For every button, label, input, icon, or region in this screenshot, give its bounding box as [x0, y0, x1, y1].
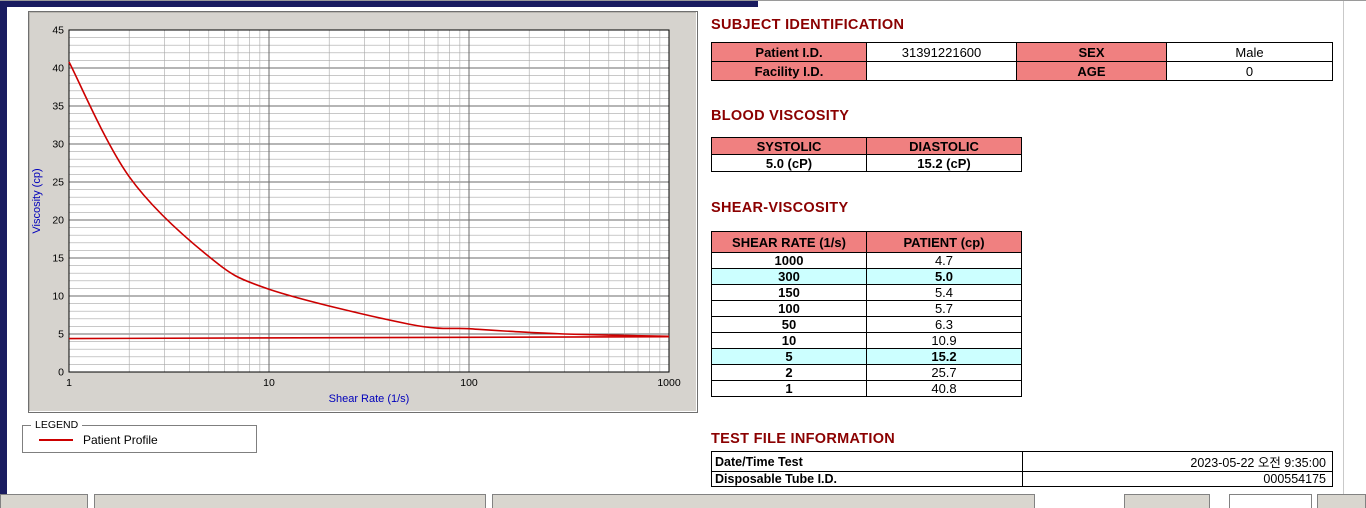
svg-text:5: 5	[58, 329, 64, 341]
age-label: AGE	[1016, 61, 1167, 81]
legend-entry-label: Patient Profile	[83, 433, 158, 447]
test-file-information-table: Date/Time Test 2023-05-22 오전 9:35:00 Dis…	[711, 451, 1333, 487]
cropped-bottom-control[interactable]	[94, 494, 486, 508]
info-panel: SUBJECT IDENTIFICATION Patient I.D. 3139…	[711, 1, 1341, 508]
facility-id-value	[866, 61, 1017, 81]
systolic-header: SYSTOLIC	[711, 137, 867, 155]
patient-viscosity-cell: 6.3	[866, 316, 1022, 333]
sex-value: Male	[1166, 42, 1333, 62]
age-value: 0	[1166, 61, 1333, 81]
svg-text:1000: 1000	[657, 377, 681, 389]
cropped-bottom-control[interactable]	[492, 494, 1035, 508]
svg-text:30: 30	[52, 139, 64, 151]
shear-viscosity-row: 150 5.4	[711, 284, 1022, 301]
shear-rate-cell: 10	[711, 332, 867, 349]
systolic-value: 5.0 (cP)	[711, 154, 867, 172]
subject-row: Patient I.D. 31391221600 SEX Male	[711, 42, 1333, 62]
patient-viscosity-cell: 40.8	[866, 380, 1022, 397]
date-time-test-label: Date/Time Test	[711, 451, 1023, 472]
diastolic-value: 15.2 (cP)	[866, 154, 1022, 172]
blood-viscosity-title: BLOOD VISCOSITY	[711, 108, 850, 124]
sex-label: SEX	[1016, 42, 1167, 62]
viscosity-chart-panel: 0 5 10 15 20 25 30 35 40 45 1 10 100 1000 Shear Rate (…	[28, 11, 698, 413]
legend-title: LEGEND	[31, 419, 83, 431]
blood-viscosity-table: SYSTOLIC DIASTOLIC 5.0 (cP) 15.2 (cP)	[711, 137, 1022, 172]
bv-header-row: SYSTOLIC DIASTOLIC	[711, 137, 1022, 155]
test-file-row: Disposable Tube I.D. 000554175	[711, 471, 1333, 487]
shear-viscosity-row: 300 5.0	[711, 268, 1022, 285]
svg-text:100: 100	[460, 377, 478, 389]
patient-id-label: Patient I.D.	[711, 42, 867, 62]
patient-viscosity-cell: 25.7	[866, 364, 1022, 381]
subject-row: Facility I.D. AGE 0	[711, 61, 1333, 81]
shear-rate-cell: 300	[711, 268, 867, 285]
disposable-tube-id-label: Disposable Tube I.D.	[711, 471, 1023, 487]
shear-viscosity-row: 1 40.8	[711, 380, 1022, 397]
shear-rate-cell: 2	[711, 364, 867, 381]
shear-rate-header: SHEAR RATE (1/s)	[711, 231, 867, 253]
svg-text:20: 20	[52, 215, 64, 227]
shear-rate-cell: 150	[711, 284, 867, 301]
patient-viscosity-cell: 4.7	[866, 252, 1022, 269]
window-chrome-left	[0, 1, 7, 508]
svg-text:10: 10	[52, 291, 64, 303]
disposable-tube-id-value: 000554175	[1022, 471, 1333, 487]
test-file-information-title: TEST FILE INFORMATION	[711, 431, 896, 447]
shear-viscosity-row: 2 25.7	[711, 364, 1022, 381]
patient-viscosity-cell: 10.9	[866, 332, 1022, 349]
shear-viscosity-row: 50 6.3	[711, 316, 1022, 333]
bv-value-row: 5.0 (cP) 15.2 (cP)	[711, 154, 1022, 172]
shear-viscosity-row: 5 15.2	[711, 348, 1022, 365]
viscosity-chart: 0 5 10 15 20 25 30 35 40 45 1 10 100 1000 Shear Rate (…	[31, 25, 681, 406]
patient-cp-header: PATIENT (cp)	[866, 231, 1022, 253]
shear-viscosity-row: 100 5.7	[711, 300, 1022, 317]
cropped-bottom-control[interactable]	[0, 494, 88, 508]
date-time-test-value: 2023-05-22 오전 9:35:00	[1022, 451, 1333, 472]
shear-rate-cell: 5	[711, 348, 867, 365]
shear-rate-cell: 1	[711, 380, 867, 397]
svg-text:40: 40	[52, 63, 64, 75]
shear-viscosity-table: SHEAR RATE (1/s) PATIENT (cp) 1000 4.7 300…	[711, 231, 1022, 397]
patient-viscosity-cell: 5.4	[866, 284, 1022, 301]
legend-line-swatch	[39, 439, 73, 441]
shear-rate-cell: 100	[711, 300, 867, 317]
svg-text:1: 1	[66, 377, 72, 389]
shear-viscosity-row: 10 10.9	[711, 332, 1022, 349]
subject-identification-table: Patient I.D. 31391221600 SEX Male Facili…	[711, 42, 1333, 81]
shear-header-row: SHEAR RATE (1/s) PATIENT (cp)	[711, 231, 1022, 253]
svg-text:Viscosity (cp): Viscosity (cp)	[31, 168, 43, 233]
subject-identification-title: SUBJECT IDENTIFICATION	[711, 17, 905, 33]
patient-id-value: 31391221600	[866, 42, 1017, 62]
diastolic-header: DIASTOLIC	[866, 137, 1022, 155]
svg-text:25: 25	[52, 177, 64, 189]
test-file-row: Date/Time Test 2023-05-22 오전 9:35:00	[711, 451, 1333, 472]
window-right-edge	[1343, 1, 1344, 508]
shear-viscosity-row: 1000 4.7	[711, 252, 1022, 269]
svg-text:10: 10	[263, 377, 275, 389]
facility-id-label: Facility I.D.	[711, 61, 867, 81]
shear-rate-cell: 50	[711, 316, 867, 333]
shear-viscosity-title: SHEAR-VISCOSITY	[711, 200, 849, 216]
svg-text:15: 15	[52, 253, 64, 265]
svg-text:0: 0	[58, 367, 64, 379]
cropped-bottom-control[interactable]	[1317, 494, 1366, 508]
cropped-bottom-control[interactable]	[1124, 494, 1210, 508]
shear-rate-cell: 1000	[711, 252, 867, 269]
window-chrome-top	[0, 1, 758, 7]
svg-text:45: 45	[52, 25, 64, 37]
chart-legend: LEGEND Patient Profile	[22, 419, 257, 453]
patient-viscosity-cell: 5.7	[866, 300, 1022, 317]
svg-text:Shear Rate (1/s): Shear Rate (1/s)	[329, 393, 410, 405]
patient-viscosity-cell: 5.0	[866, 268, 1022, 285]
patient-viscosity-cell: 15.2	[866, 348, 1022, 365]
svg-text:35: 35	[52, 101, 64, 113]
cropped-bottom-button[interactable]	[1229, 494, 1312, 508]
